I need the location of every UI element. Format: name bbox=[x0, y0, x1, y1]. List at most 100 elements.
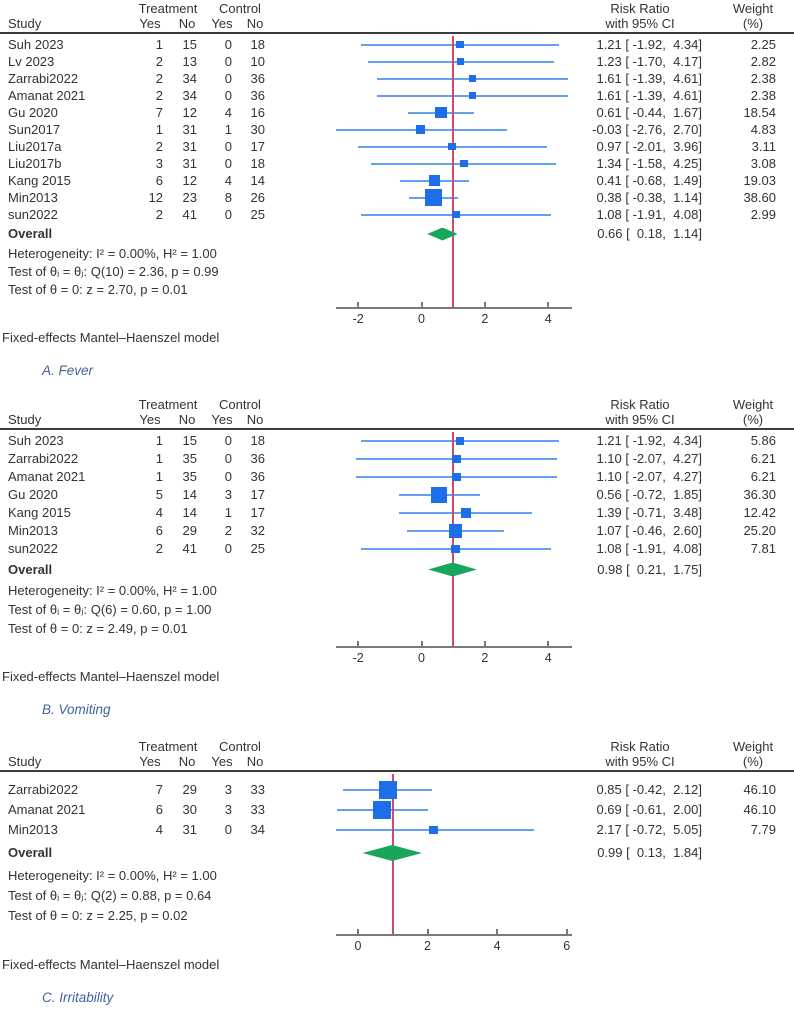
x-axis-tick-label: 4 bbox=[544, 651, 552, 665]
control-no-count: 18 bbox=[250, 156, 265, 171]
study-name: Zarrabi2022 bbox=[8, 782, 79, 797]
header-rule bbox=[0, 770, 794, 772]
x-axis-tick-label: 2 bbox=[424, 939, 431, 953]
treatment-yes-count: 12 bbox=[148, 190, 163, 205]
effect-header-line2: with 95% CI bbox=[605, 754, 675, 769]
control-no-count: 36 bbox=[250, 71, 265, 86]
group-header-treatment: Treatment bbox=[138, 397, 198, 412]
treatment-no-count: 31 bbox=[182, 122, 197, 137]
effect-box bbox=[456, 40, 464, 49]
study-name: Amanat 2021 bbox=[8, 802, 86, 817]
treatment-yes-count: 1 bbox=[155, 451, 163, 466]
treatment-no-count: 29 bbox=[182, 523, 197, 538]
x-axis-tick bbox=[426, 929, 429, 934]
treatment-no-count: 30 bbox=[182, 802, 197, 817]
x-axis-tick bbox=[483, 641, 486, 646]
treatment-yes-count: 4 bbox=[155, 505, 163, 520]
effect-box bbox=[431, 486, 448, 504]
study-name: Kang 2015 bbox=[8, 505, 71, 520]
control-no-count: 32 bbox=[250, 523, 265, 538]
header-rule bbox=[0, 428, 794, 430]
weight-value: 18.54 bbox=[743, 105, 776, 120]
x-axis-tick bbox=[547, 641, 550, 646]
weight-value: 46.10 bbox=[743, 802, 776, 817]
overall-diamond bbox=[428, 562, 477, 577]
treatment-yes-count: 1 bbox=[155, 122, 163, 137]
control-yes-count: 0 bbox=[224, 469, 232, 484]
x-axis-tick bbox=[356, 929, 359, 934]
subcol-header-treatment-yes: Yes bbox=[139, 16, 161, 31]
study-name: Min2013 bbox=[8, 822, 58, 837]
study-column-header: Study bbox=[8, 412, 42, 427]
weight-value: 3.08 bbox=[750, 156, 776, 171]
effect-box bbox=[428, 174, 441, 187]
overall-estimate-label: 0.99 [ 0.13, 1.84] bbox=[597, 845, 702, 860]
control-yes-count: 0 bbox=[224, 822, 232, 837]
heterogeneity-stat: Heterogeneity: I² = 0.00%, H² = 1.00 bbox=[8, 868, 217, 883]
control-no-count: 34 bbox=[250, 822, 265, 837]
effect-box bbox=[455, 436, 465, 446]
effect-box bbox=[460, 507, 471, 519]
treatment-yes-count: 1 bbox=[155, 37, 163, 52]
control-no-count: 17 bbox=[250, 505, 265, 520]
control-yes-count: 0 bbox=[224, 37, 232, 52]
effect-estimate-label: 1.07 [ -0.46, 2.60] bbox=[596, 523, 702, 538]
treatment-yes-count: 6 bbox=[155, 523, 163, 538]
control-yes-count: 0 bbox=[224, 156, 232, 171]
test-theta-ij-stat: Test of θᵢ = θⱼ: Q(2) = 0.88, p = 0.64 bbox=[8, 888, 212, 903]
x-axis-tick bbox=[547, 302, 550, 307]
treatment-no-count: 29 bbox=[182, 782, 197, 797]
treatment-yes-count: 6 bbox=[155, 802, 163, 817]
weight-value: 5.86 bbox=[750, 433, 776, 448]
study-name: Min2013 bbox=[8, 190, 58, 205]
treatment-yes-count: 7 bbox=[155, 105, 163, 120]
control-yes-count: 0 bbox=[224, 88, 232, 103]
x-axis-tick-label: 2 bbox=[481, 312, 489, 326]
treatment-yes-count: 3 bbox=[155, 156, 163, 171]
x-axis-tick-label: 0 bbox=[418, 651, 425, 665]
control-no-count: 25 bbox=[250, 541, 265, 556]
x-axis-tick bbox=[565, 929, 568, 934]
x-axis-tick-label: 4 bbox=[493, 939, 501, 953]
effect-estimate-label: 0.38 [ -0.38, 1.14] bbox=[596, 190, 702, 205]
weight-value: 12.42 bbox=[743, 505, 776, 520]
effect-estimate-label: 1.39 [ -0.71, 3.48] bbox=[596, 505, 702, 520]
weight-value: 6.21 bbox=[750, 451, 776, 466]
test-theta-zero-stat: Test of θ = 0: z = 2.49, p = 0.01 bbox=[8, 621, 188, 636]
effect-estimate-label: 1.10 [ -2.07, 4.27] bbox=[596, 451, 702, 466]
x-axis-tick-label: 2 bbox=[481, 651, 489, 665]
study-name: Sun2017 bbox=[8, 122, 61, 137]
effect-box bbox=[425, 189, 442, 206]
effect-estimate-label: 0.61 [ -0.44, 1.67] bbox=[596, 105, 702, 120]
weight-value: 4.83 bbox=[750, 122, 776, 137]
effect-estimate-label: 1.21 [ -1.92, 4.34] bbox=[596, 37, 702, 52]
treatment-no-count: 31 bbox=[182, 822, 197, 837]
effect-box bbox=[456, 57, 465, 66]
effect-estimate-label: 1.23 [ -1.70, 4.17] bbox=[596, 54, 702, 69]
control-no-count: 26 bbox=[250, 190, 265, 205]
effect-box bbox=[372, 801, 391, 819]
control-yes-count: 0 bbox=[224, 451, 232, 466]
effect-header-line2: with 95% CI bbox=[605, 412, 675, 427]
effect-estimate-label: 0.85 [ -0.42, 2.12] bbox=[596, 782, 702, 797]
control-no-count: 36 bbox=[250, 469, 265, 484]
treatment-no-count: 13 bbox=[182, 54, 197, 69]
overall-label: Overall bbox=[8, 845, 53, 860]
effect-estimate-label: -0.03 [ -2.76, 2.70] bbox=[592, 122, 702, 137]
subcol-header-treatment-yes: Yes bbox=[139, 754, 161, 769]
control-yes-count: 0 bbox=[224, 207, 232, 222]
reference-line bbox=[452, 36, 455, 307]
treatment-no-count: 14 bbox=[182, 487, 197, 502]
effect-estimate-label: 0.41 [ -0.68, 1.49] bbox=[596, 173, 702, 188]
weight-value: 2.25 bbox=[750, 37, 776, 52]
effect-box bbox=[452, 454, 461, 464]
treatment-yes-count: 5 bbox=[155, 487, 163, 502]
x-axis-tick bbox=[496, 929, 499, 934]
weight-header-line2: (%) bbox=[742, 16, 764, 31]
treatment-no-count: 12 bbox=[182, 105, 197, 120]
treatment-yes-count: 2 bbox=[155, 207, 163, 222]
x-axis-tick bbox=[357, 641, 360, 646]
study-name: Zarrabi2022 bbox=[8, 71, 79, 86]
control-no-count: 25 bbox=[250, 207, 265, 222]
effect-estimate-label: 1.21 [ -1.92, 4.34] bbox=[596, 433, 702, 448]
